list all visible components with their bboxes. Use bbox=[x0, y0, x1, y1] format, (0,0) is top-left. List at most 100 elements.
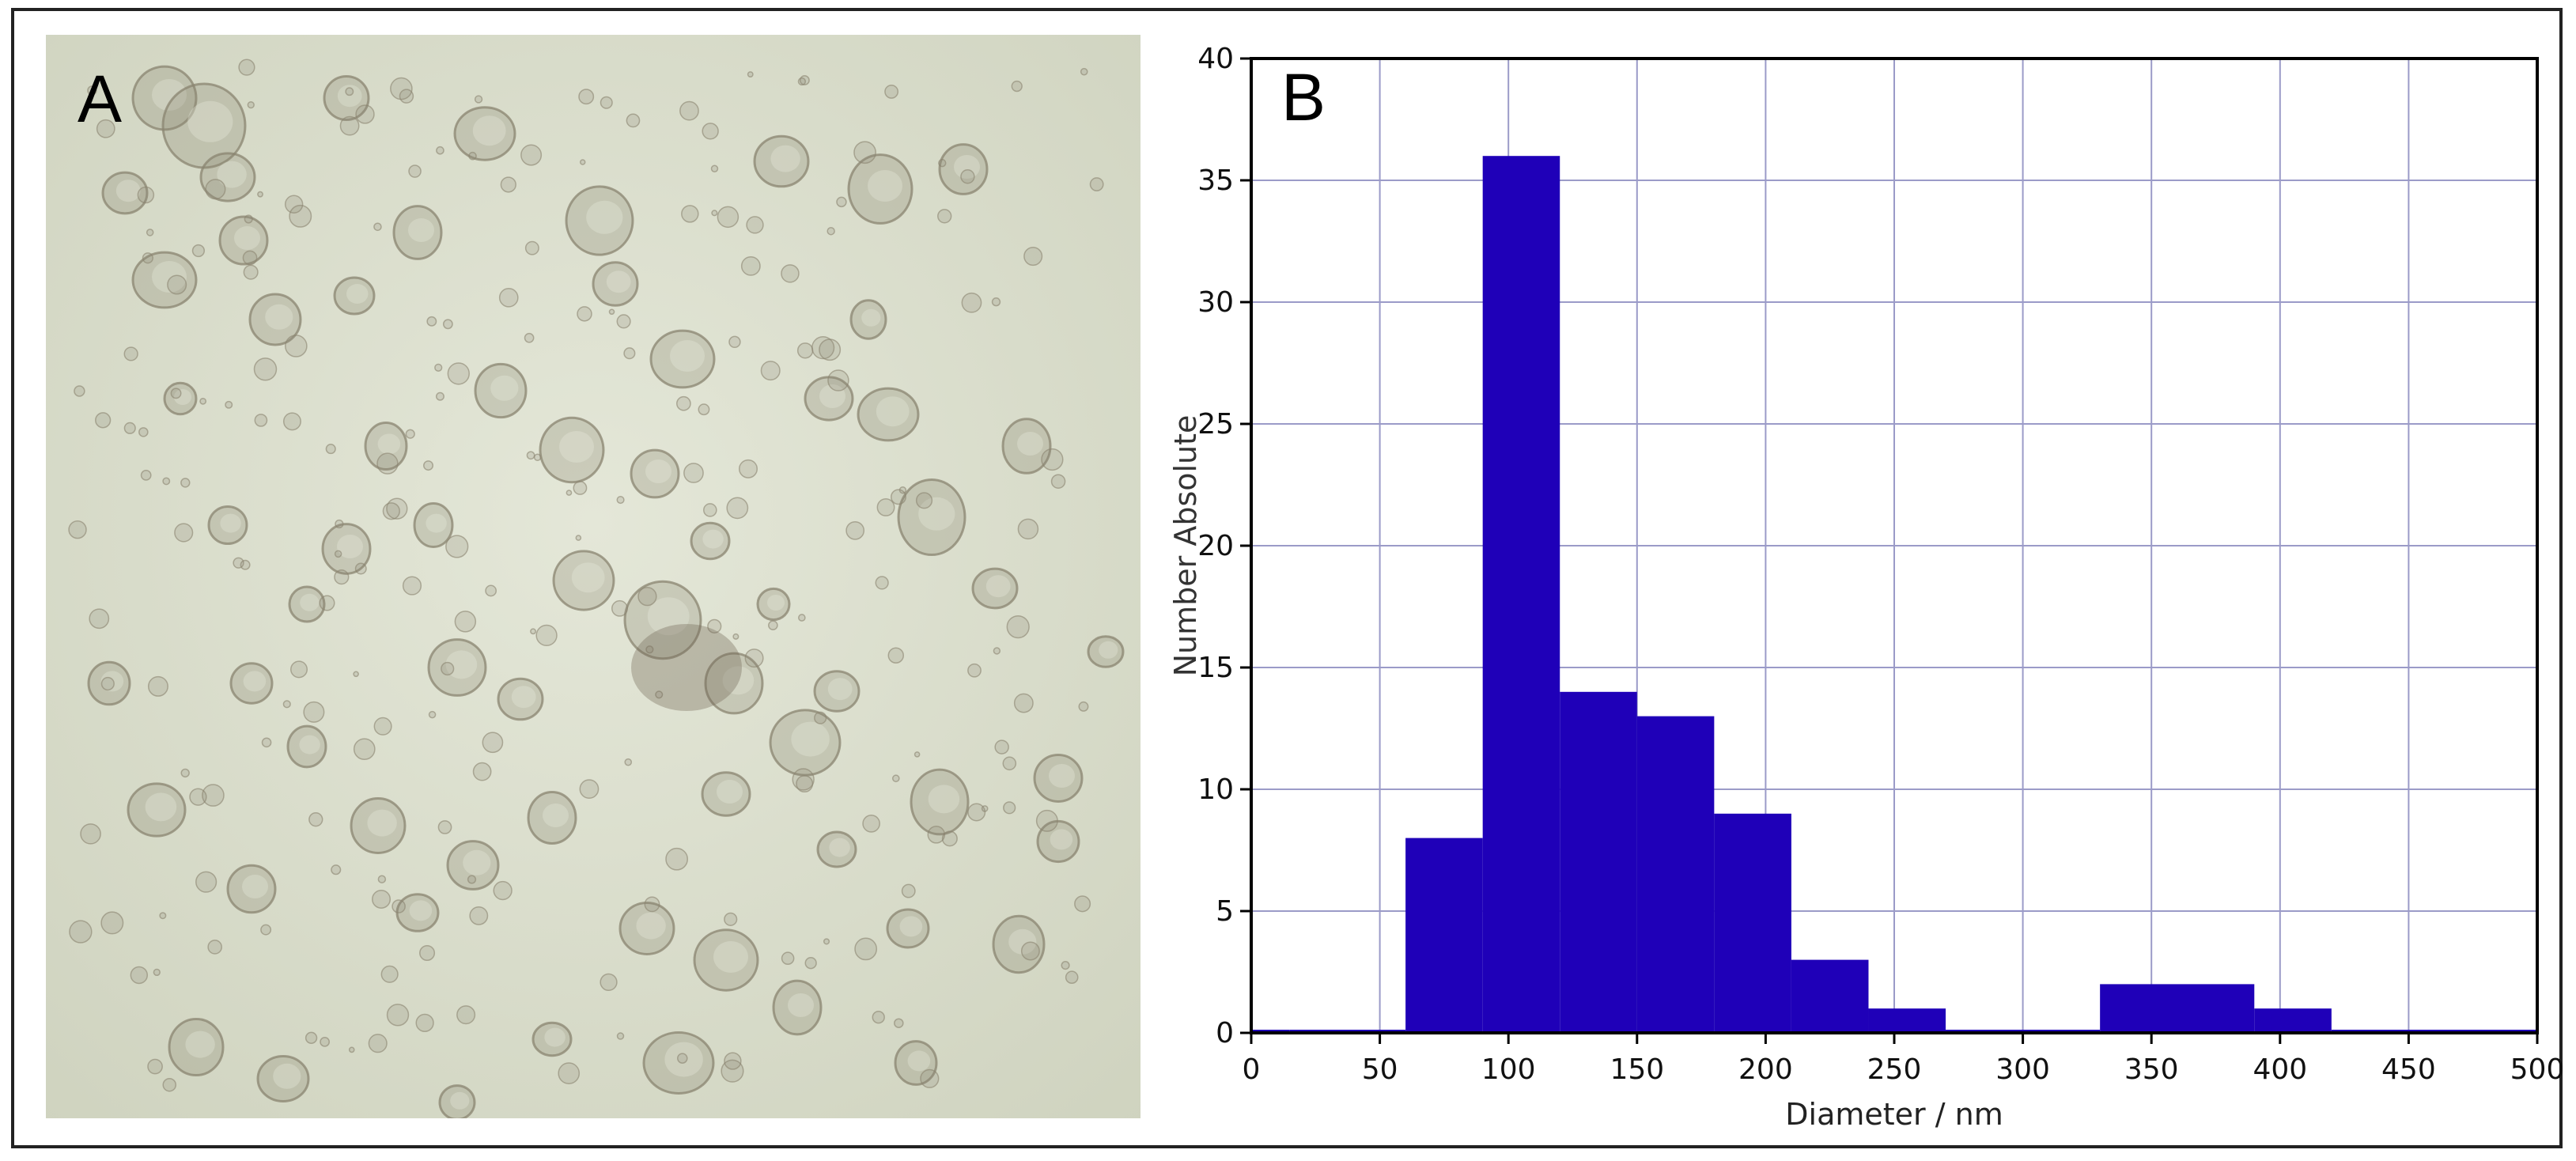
small-sphere bbox=[402, 576, 422, 596]
histogram-panel: 0 5 10 15 20 25 30 35 40 0 50 100 150 200 250 300 350 40… bbox=[1155, 32, 2570, 1139]
sphere-highlight bbox=[770, 145, 800, 172]
small-sphere bbox=[616, 314, 631, 329]
small-sphere bbox=[698, 403, 710, 416]
sphere-highlight bbox=[234, 226, 260, 250]
small-sphere bbox=[282, 412, 301, 431]
small-sphere bbox=[961, 292, 982, 313]
small-sphere bbox=[225, 400, 233, 409]
small-sphere bbox=[1080, 67, 1088, 76]
small-sphere bbox=[836, 196, 847, 208]
small-sphere bbox=[202, 784, 225, 807]
small-sphere bbox=[289, 204, 312, 228]
sphere bbox=[992, 914, 1046, 974]
sphere bbox=[772, 979, 823, 1036]
small-sphere bbox=[191, 244, 206, 258]
small-sphere bbox=[891, 774, 900, 783]
small-sphere bbox=[130, 966, 149, 985]
small-sphere bbox=[524, 332, 535, 343]
small-sphere bbox=[423, 460, 434, 471]
small-sphere bbox=[726, 497, 749, 520]
sphere-highlight bbox=[670, 340, 705, 372]
small-sphere bbox=[437, 820, 452, 834]
small-sphere bbox=[1023, 247, 1043, 267]
histogram-bar bbox=[1636, 716, 1715, 1033]
small-sphere bbox=[392, 899, 406, 913]
small-sphere bbox=[1065, 970, 1079, 985]
small-sphere bbox=[679, 100, 699, 121]
small-sphere bbox=[147, 675, 168, 697]
x-tick-label: 250 bbox=[1867, 1053, 1922, 1086]
y-tick-label: 5 bbox=[1216, 895, 1234, 928]
sphere bbox=[592, 261, 639, 307]
small-sphere bbox=[600, 973, 618, 992]
sphere bbox=[1087, 635, 1125, 668]
small-sphere bbox=[100, 911, 124, 935]
small-sphere bbox=[435, 391, 444, 401]
small-sphere bbox=[823, 938, 830, 945]
small-sphere bbox=[960, 169, 975, 184]
small-sphere bbox=[334, 569, 350, 585]
sphere bbox=[229, 662, 274, 705]
sphere-highlight bbox=[918, 497, 955, 531]
small-sphere bbox=[445, 535, 469, 558]
sphere bbox=[623, 580, 702, 660]
small-sphere bbox=[123, 422, 136, 434]
small-sphere bbox=[728, 335, 741, 349]
small-sphere bbox=[372, 889, 392, 909]
y-axis-title: Number Absolute bbox=[1168, 415, 1203, 677]
x-tick-label: 100 bbox=[1481, 1053, 1536, 1086]
small-sphere bbox=[747, 71, 754, 78]
small-sphere bbox=[303, 701, 325, 723]
sphere-highlight bbox=[722, 666, 755, 695]
small-sphere bbox=[305, 1031, 318, 1044]
small-sphere bbox=[1035, 809, 1058, 832]
small-sphere bbox=[740, 255, 761, 276]
sphere-highlight bbox=[861, 308, 881, 327]
small-sphere bbox=[524, 240, 539, 255]
sphere-highlight bbox=[152, 261, 187, 293]
sphere-highlight bbox=[445, 650, 478, 679]
sphere bbox=[286, 724, 327, 769]
small-sphere bbox=[474, 95, 483, 104]
small-sphere bbox=[308, 811, 323, 827]
small-sphere bbox=[566, 490, 573, 496]
histogram-bar bbox=[1560, 691, 1637, 1033]
small-sphere bbox=[967, 663, 982, 678]
sphere-highlight bbox=[220, 513, 241, 533]
small-sphere bbox=[442, 319, 453, 330]
sphere-highlight bbox=[664, 1042, 703, 1077]
small-sphere bbox=[207, 940, 222, 955]
small-sphere bbox=[498, 288, 519, 308]
small-sphere bbox=[485, 584, 497, 597]
sphere bbox=[226, 864, 277, 914]
small-sphere bbox=[655, 690, 664, 699]
sphere bbox=[413, 502, 454, 548]
sphere bbox=[704, 652, 764, 715]
small-sphere bbox=[167, 274, 187, 295]
small-sphere bbox=[676, 1053, 688, 1064]
small-sphere bbox=[884, 84, 899, 99]
small-sphere bbox=[915, 492, 933, 509]
sphere bbox=[552, 550, 615, 611]
sphere bbox=[910, 768, 970, 836]
small-sphere bbox=[535, 624, 558, 647]
sphere-highlight bbox=[472, 115, 506, 146]
sphere-highlight bbox=[571, 562, 605, 593]
small-sphere bbox=[233, 557, 244, 569]
small-sphere bbox=[434, 363, 443, 372]
small-sphere bbox=[920, 1068, 940, 1088]
y-tick-label: 10 bbox=[1197, 773, 1234, 806]
sphere-highlight bbox=[791, 721, 830, 757]
small-sphere bbox=[74, 385, 85, 397]
small-sphere bbox=[419, 944, 436, 962]
sphere-highlight bbox=[1049, 764, 1075, 788]
small-sphere bbox=[257, 191, 263, 198]
small-sphere bbox=[137, 186, 155, 204]
sphere bbox=[649, 329, 716, 389]
small-sphere bbox=[1050, 474, 1066, 490]
sphere bbox=[101, 171, 149, 215]
small-sphere bbox=[319, 595, 335, 611]
sphere bbox=[321, 523, 372, 575]
sphere-highlight bbox=[152, 79, 187, 111]
sphere-highlight bbox=[408, 218, 434, 242]
